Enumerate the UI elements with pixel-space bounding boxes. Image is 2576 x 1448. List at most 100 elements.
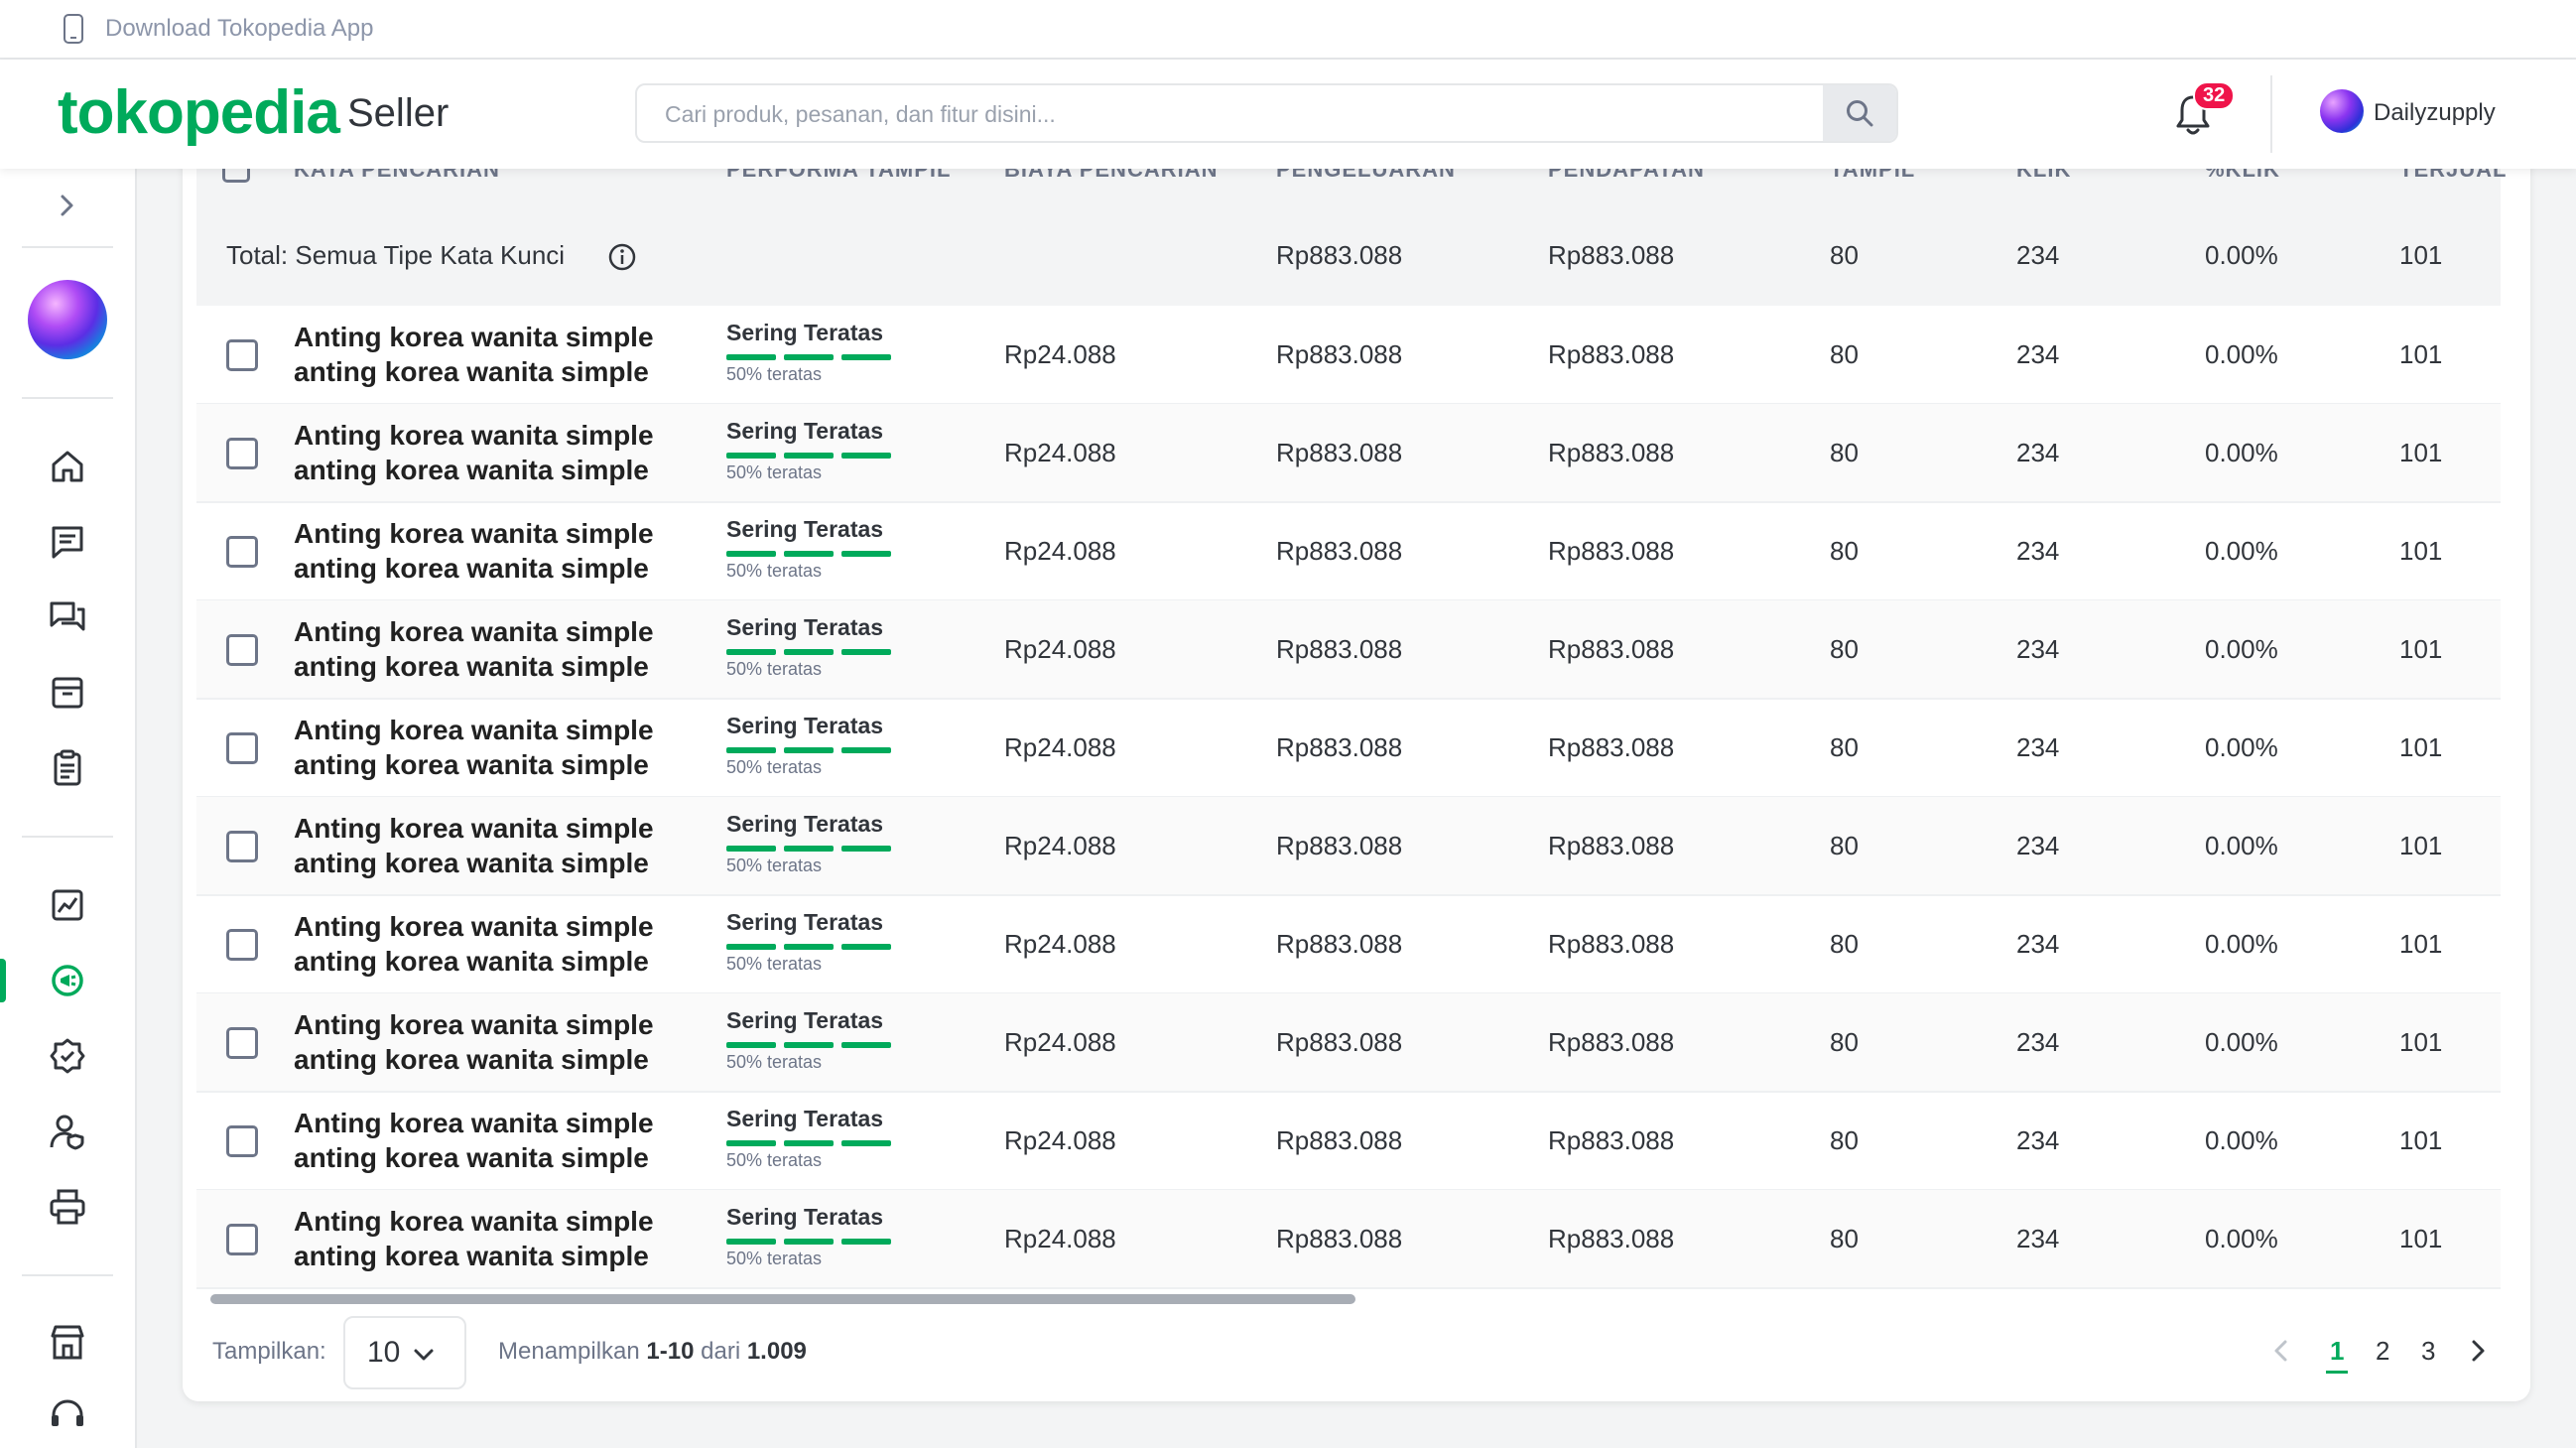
row-checkbox[interactable]: [226, 929, 258, 961]
row-checkbox[interactable]: [226, 831, 258, 862]
cell-pendapatan: Rp883.088: [1548, 438, 1675, 467]
row-checkbox[interactable]: [226, 732, 258, 764]
phone-icon: [64, 14, 83, 44]
table-row[interactable]: Anting korea wanita simple anting korea w…: [196, 306, 2501, 405]
keyword-cell[interactable]: Anting korea wanita simple anting korea w…: [294, 713, 681, 782]
performance-label: Sering Teratas: [726, 1106, 884, 1131]
row-checkbox[interactable]: [226, 438, 258, 469]
row-checkbox[interactable]: [226, 1027, 258, 1059]
cell-pendapatan: Rp883.088: [1548, 339, 1675, 369]
total-pengeluaran: Rp883.088: [1276, 240, 1403, 270]
cell-biaya: Rp24.088: [1004, 634, 1116, 664]
cell-pendapatan: Rp883.088: [1548, 634, 1675, 664]
prev-page-icon[interactable]: [2266, 1336, 2296, 1366]
sidebar-item-shop[interactable]: [46, 1320, 89, 1364]
cell-biaya: Rp24.088: [1004, 732, 1116, 762]
info-prefix: Menampilkan: [498, 1338, 640, 1365]
performance-bars: [726, 1239, 891, 1245]
sidebar-item-badge[interactable]: [46, 1034, 89, 1078]
row-checkbox[interactable]: [226, 339, 258, 371]
sidebar-item-print[interactable]: [46, 1185, 89, 1229]
keyword-cell[interactable]: Anting korea wanita simple anting korea w…: [294, 614, 681, 684]
page-size-select[interactable]: 10: [343, 1316, 466, 1389]
table-row[interactable]: Anting korea wanita simple anting korea w…: [196, 600, 2501, 700]
horizontal-scrollbar[interactable]: [210, 1294, 1355, 1304]
keyword-line-1: Anting korea wanita simple: [294, 813, 654, 844]
row-checkbox[interactable]: [226, 536, 258, 568]
performance-sub: 50% teratas: [726, 1249, 823, 1268]
search-button[interactable]: [1823, 85, 1896, 141]
keyword-cell[interactable]: Anting korea wanita simple anting korea w…: [294, 811, 681, 880]
keyword-line-2: anting korea wanita simple: [294, 356, 649, 387]
next-page-icon[interactable]: [2463, 1336, 2493, 1366]
performance-sub: 50% teratas: [726, 954, 823, 974]
cell-pengeluaran: Rp883.088: [1276, 634, 1403, 664]
row-checkbox[interactable]: [226, 634, 258, 666]
cell-klik: 234: [2016, 1224, 2060, 1253]
download-app-link[interactable]: Download Tokopedia App: [105, 15, 374, 42]
sidebar-item-ads[interactable]: [46, 959, 89, 1002]
keyword-cell[interactable]: Anting korea wanita simple anting korea w…: [294, 1106, 681, 1175]
cell-klik: 234: [2016, 634, 2060, 664]
notification-badge: 32: [2193, 81, 2236, 110]
cell-pengeluaran: Rp883.088: [1276, 929, 1403, 959]
table-row[interactable]: Anting korea wanita simple anting korea w…: [196, 404, 2501, 503]
keyword-cell[interactable]: Anting korea wanita simple anting korea w…: [294, 1007, 681, 1077]
performance-label: Sering Teratas: [726, 909, 884, 935]
row-checkbox[interactable]: [226, 1224, 258, 1255]
keyword-line-1: Anting korea wanita simple: [294, 518, 654, 549]
row-checkbox[interactable]: [226, 1125, 258, 1157]
keyword-cell[interactable]: Anting korea wanita simple anting korea w…: [294, 1204, 681, 1273]
keyword-line-2: anting korea wanita simple: [294, 1044, 649, 1075]
username[interactable]: Dailyzupply: [2374, 99, 2496, 126]
sidebar-item-products[interactable]: [46, 671, 89, 715]
keyword-cell[interactable]: Anting korea wanita simple anting korea w…: [294, 909, 681, 979]
tokopedia-logo[interactable]: tokopedia: [58, 78, 340, 147]
table-row[interactable]: Anting korea wanita simple anting korea w…: [196, 699, 2501, 798]
pagination-info: Menampilkan 1-10 dari 1.009: [498, 1338, 807, 1366]
shop-avatar[interactable]: [28, 280, 107, 359]
header: tokopedia Seller 32 Dailyzupply: [0, 60, 2576, 169]
table-row[interactable]: Anting korea wanita simple anting korea w…: [196, 502, 2501, 601]
cell-pengeluaran: Rp883.088: [1276, 1224, 1403, 1253]
sidebar-item-orders[interactable]: [46, 746, 89, 790]
performance-bars: [726, 649, 891, 655]
search-icon: [1847, 100, 1873, 127]
cell-persen-klik: 0.00%: [2205, 1027, 2278, 1057]
sidebar-item-chat[interactable]: [46, 520, 89, 564]
sidebar-item-discussion[interactable]: [46, 595, 89, 639]
keyword-cell[interactable]: Anting korea wanita simple anting korea w…: [294, 516, 681, 586]
table-row[interactable]: Anting korea wanita simple anting korea w…: [196, 993, 2501, 1093]
cell-pengeluaran: Rp883.088: [1276, 438, 1403, 467]
cell-persen-klik: 0.00%: [2205, 1224, 2278, 1253]
cell-terjual: 101: [2399, 438, 2443, 467]
table-row[interactable]: Anting korea wanita simple anting korea w…: [196, 1190, 2501, 1289]
sidebar-item-statistics[interactable]: [46, 883, 89, 927]
performance-bars: [726, 747, 891, 753]
sidebar-item-admin[interactable]: [46, 1110, 89, 1153]
cell-terjual: 101: [2399, 634, 2443, 664]
cell-terjual: 101: [2399, 339, 2443, 369]
cell-pendapatan: Rp883.088: [1548, 536, 1675, 566]
total-persen-klik: 0.00%: [2205, 240, 2278, 270]
performance-sub: 50% teratas: [726, 364, 823, 384]
headset-icon: [52, 1399, 83, 1426]
page-3[interactable]: 3: [2421, 1336, 2436, 1366]
performance-cell: Sering Teratas 50% teratas: [726, 713, 891, 778]
cell-pendapatan: Rp883.088: [1548, 1224, 1675, 1253]
page-2[interactable]: 2: [2376, 1336, 2390, 1366]
performance-bars: [726, 1042, 891, 1048]
chevron-right-icon[interactable]: [52, 191, 81, 220]
user-avatar[interactable]: [2320, 89, 2364, 133]
table-row[interactable]: Anting korea wanita simple anting korea w…: [196, 797, 2501, 896]
sidebar-item-help[interactable]: [46, 1393, 89, 1437]
keyword-cell[interactable]: Anting korea wanita simple anting korea w…: [294, 418, 681, 487]
info-icon[interactable]: [607, 242, 637, 272]
sidebar: [0, 169, 137, 1448]
sidebar-item-home[interactable]: [46, 445, 89, 488]
keyword-cell[interactable]: Anting korea wanita simple anting korea w…: [294, 320, 681, 389]
table-row[interactable]: Anting korea wanita simple anting korea w…: [196, 895, 2501, 994]
page-1[interactable]: 1: [2326, 1336, 2349, 1374]
search-input[interactable]: [637, 85, 1848, 141]
table-row[interactable]: Anting korea wanita simple anting korea w…: [196, 1092, 2501, 1191]
